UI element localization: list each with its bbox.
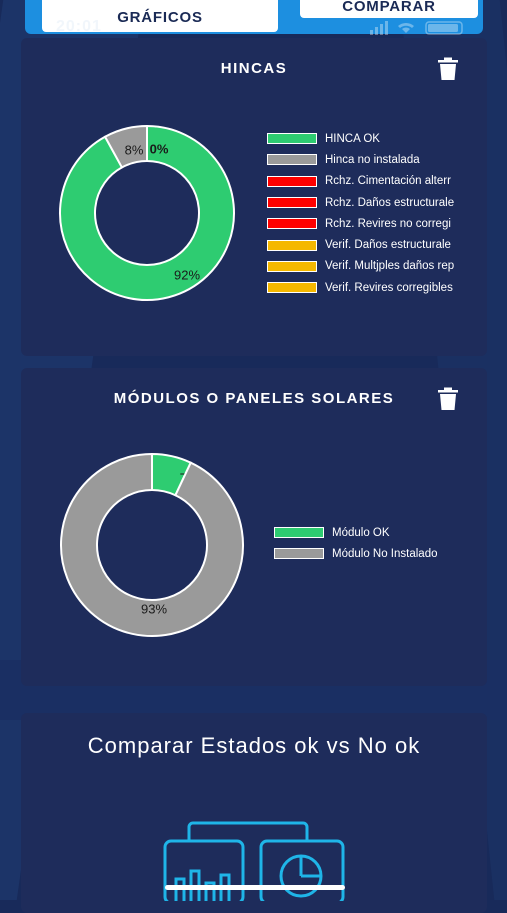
charts-comparison-icon xyxy=(163,821,345,901)
legend-item: Verif. Multjples daños rep xyxy=(267,256,473,277)
legend-label: Módulo OK xyxy=(332,526,390,539)
legend-swatch xyxy=(267,175,317,187)
legend-item: Verif. Revires corregibles xyxy=(267,277,473,298)
legend-item: Rchz. Daños estructurale xyxy=(267,192,473,213)
legend-swatch xyxy=(267,197,317,209)
modulos-donut-chart: 7%93% xyxy=(60,452,244,637)
slice-label: 0% xyxy=(150,141,169,156)
legend-item: Módulo OK xyxy=(274,522,474,543)
modulos-title: MÓDULOS O PANELES SOLARES xyxy=(113,390,395,407)
battery-icon xyxy=(425,21,463,35)
legend-swatch xyxy=(267,133,317,145)
legend-label: HINCA OK xyxy=(325,132,380,145)
legend-item: Hinca no instalada xyxy=(267,149,473,170)
legend-swatch xyxy=(274,527,324,539)
hincas-card: HINCAS 92% 8% 0% HINCA OK Hinca no instalad… xyxy=(21,38,487,356)
legend-item: Módulo No Instalado xyxy=(274,543,474,564)
legend-swatch xyxy=(274,548,324,560)
hincas-legend: HINCA OK Hinca no instalada Rchz. Cimentac… xyxy=(267,128,473,298)
legend-swatch xyxy=(267,260,317,272)
hincas-donut-chart: 92% 8% 0% xyxy=(59,124,235,301)
status-icons xyxy=(370,21,463,35)
legend-item: Rchz. Cimentación alterr xyxy=(267,171,473,192)
legend-label: Hinca no instalada xyxy=(325,153,420,166)
modulos-card: MÓDULOS O PANELES SOLARES 7%93% Módulo O… xyxy=(21,368,487,686)
donut-slice xyxy=(60,452,244,637)
home-indicator xyxy=(165,885,345,890)
legend-label: Verif. Daños estructurale xyxy=(325,239,451,252)
hincas-title: HINCAS xyxy=(220,60,288,77)
legend-label: Rchz. Cimentación alterr xyxy=(325,175,451,188)
slice-label: 93% xyxy=(141,601,167,616)
legend-swatch xyxy=(267,218,317,230)
donut-slice xyxy=(59,124,235,301)
legend-item: HINCA OK xyxy=(267,128,473,149)
compare-title: Comparar Estados ok vs No ok xyxy=(87,733,421,758)
legend-swatch xyxy=(267,282,317,294)
legend-label: Verif. Multjples daños rep xyxy=(325,260,455,273)
legend-label: Rchz. Revires no corregi xyxy=(325,217,451,230)
legend-swatch xyxy=(267,239,317,251)
compare-card[interactable]: Comparar Estados ok vs No ok xyxy=(21,713,487,913)
legend-swatch xyxy=(267,154,317,166)
signal-icon xyxy=(370,30,373,35)
status-time: 20:01 xyxy=(56,18,102,35)
legend-label: Verif. Revires corregibles xyxy=(325,281,453,294)
slice-label: 8% xyxy=(125,142,144,157)
legend-item: Rchz. Revires no corregi xyxy=(267,213,473,234)
modulos-legend: Módulo OK Módulo No Instalado xyxy=(274,522,474,565)
legend-label: Módulo No Instalado xyxy=(332,547,438,560)
legend-item: Verif. Daños estructurale xyxy=(267,234,473,255)
top-tab-bar: GRÁFICOS COMPARAR xyxy=(25,0,483,34)
trash-icon[interactable] xyxy=(437,387,459,411)
trash-icon[interactable] xyxy=(437,57,459,81)
legend-label: Rchz. Daños estructurale xyxy=(325,196,455,209)
slice-label: 92% xyxy=(174,267,200,282)
tab-comparar[interactable]: COMPARAR xyxy=(300,0,478,18)
wifi-icon xyxy=(398,22,414,33)
tab-graficos[interactable]: GRÁFICOS xyxy=(42,0,278,32)
donut-slice xyxy=(103,124,148,169)
